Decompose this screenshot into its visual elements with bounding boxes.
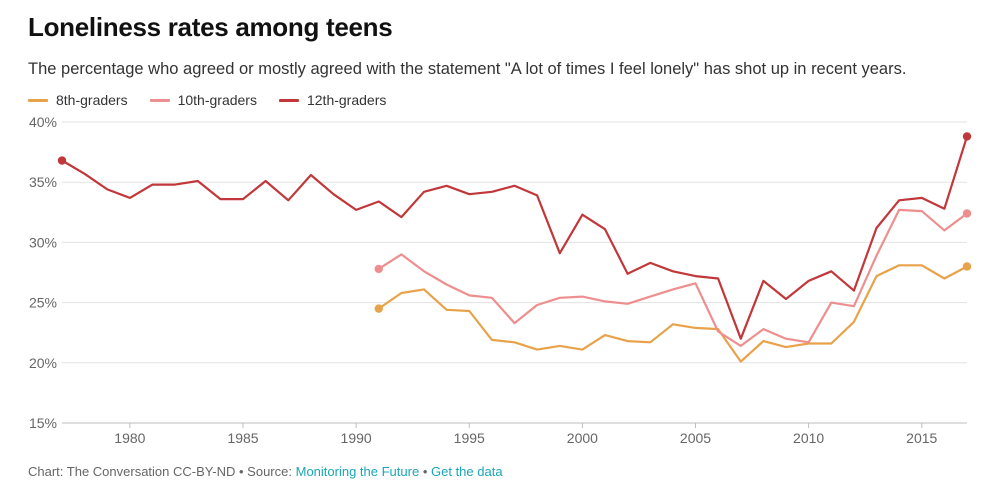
x-tick-label-1990: 1990 — [341, 430, 372, 446]
legend-label-10th-graders: 10th-graders — [177, 92, 257, 108]
y-tick-label-20: 20% — [29, 355, 57, 371]
y-tick-label-15: 15% — [29, 415, 57, 431]
chart-title: Loneliness rates among teens — [28, 12, 393, 42]
series-start-dot-10th-graders — [374, 264, 383, 274]
chart-subtitle: The percentage who agreed or mostly agre… — [28, 60, 907, 78]
x-tick-label-2010: 2010 — [793, 430, 824, 446]
series-line-8th-graders — [377, 264, 969, 363]
footer-credit: Chart: The Conversation CC-BY-ND — [28, 464, 236, 479]
legend-label-12th-graders: 12th-graders — [306, 92, 387, 108]
y-tick-label-25: 25% — [29, 295, 57, 311]
legend-swatch-12th-graders — [278, 98, 299, 102]
x-tick-label-1995: 1995 — [454, 430, 485, 446]
footer-separator: • — [238, 464, 244, 479]
y-tick-label-30: 30% — [29, 234, 57, 250]
footer-source-prefix: Source: — [247, 464, 292, 479]
series-start-dot-12th-graders — [57, 156, 67, 165]
series-end-dot-12th-graders — [962, 132, 972, 141]
series-end-dot-8th-graders — [962, 262, 972, 271]
x-tick-label-1980: 1980 — [114, 430, 145, 446]
x-tick-label-2015: 2015 — [906, 430, 937, 446]
series-end-dot-10th-graders — [962, 209, 972, 218]
chart-footer: Chart: The Conversation CC-BY-ND • Sourc… — [28, 464, 503, 479]
series-line-12th-graders — [60, 135, 969, 340]
x-tick-label-2005: 2005 — [680, 430, 711, 446]
footer-separator-2: • — [422, 464, 428, 479]
source-link[interactable]: Monitoring the Future — [295, 464, 420, 479]
x-tick-label-1985: 1985 — [227, 430, 258, 446]
x-tick-label-2000: 2000 — [567, 430, 598, 446]
legend-swatch-8th-graders — [28, 98, 48, 102]
legend-label-8th-graders: 8th-graders — [56, 92, 128, 108]
series-start-dot-8th-graders — [374, 304, 383, 313]
series-line-10th-graders — [377, 208, 969, 347]
legend-item-12th-graders[interactable]: 12th-graders — [278, 92, 387, 108]
legend: 8th-graders 10th-graders 12th-graders — [28, 92, 386, 108]
legend-swatch-10th-graders — [149, 98, 170, 102]
y-tick-label-35: 35% — [29, 174, 57, 190]
get-data-link[interactable]: Get the data — [431, 464, 503, 479]
y-tick-label-40: 40% — [29, 114, 57, 130]
legend-item-10th-graders[interactable]: 10th-graders — [149, 92, 257, 108]
legend-item-8th-graders[interactable]: 8th-graders — [28, 92, 128, 108]
